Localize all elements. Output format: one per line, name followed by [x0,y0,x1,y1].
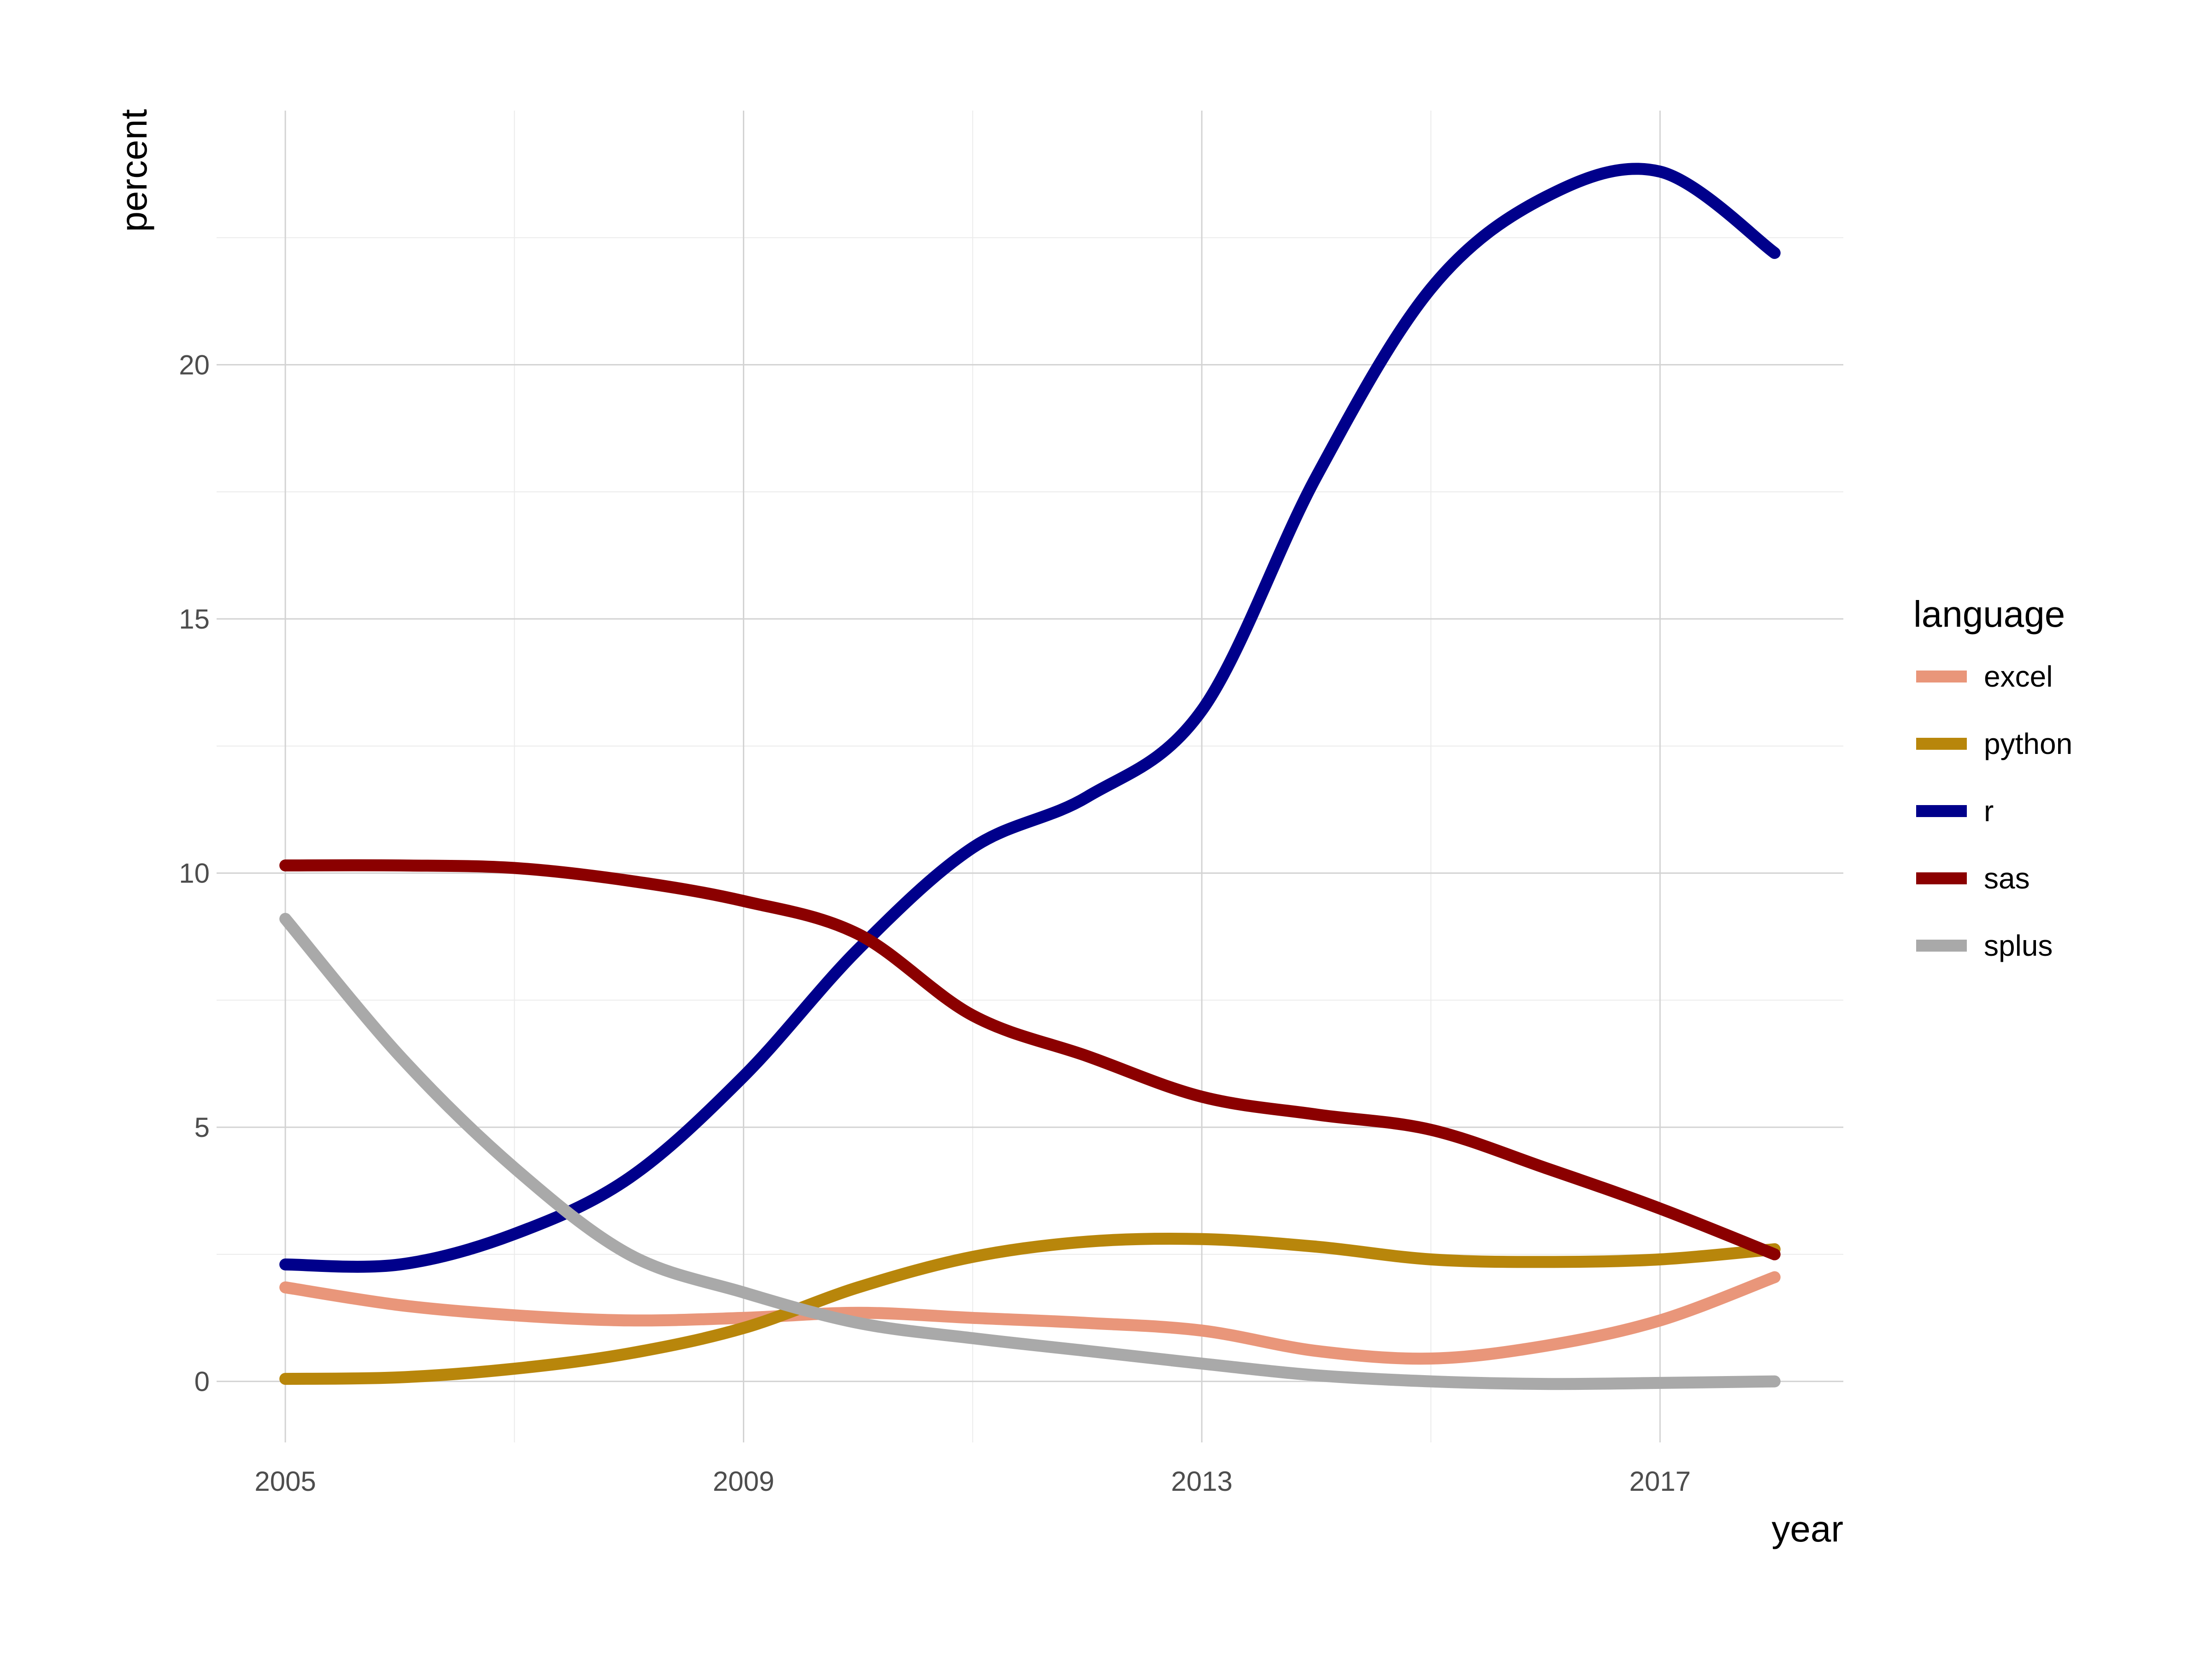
y-tick-label: 0 [194,1366,210,1397]
legend-label-excel: excel [1984,660,2053,693]
y-tick-label: 10 [179,858,210,889]
y-tick-label: 5 [194,1112,210,1143]
x-tick-label: 2005 [254,1466,316,1497]
legend-item-r: r [1916,794,1994,828]
x-tick-label: 2009 [713,1466,774,1497]
legend-title: language [1913,594,2065,635]
series-line-sas [279,859,1781,1260]
x-tick-label: 2013 [1171,1466,1232,1497]
legend-item-splus: splus [1916,929,2053,962]
y-axis-title: percent [113,109,154,232]
y-axis-ticks: 0 5 10 15 20 [179,350,210,1397]
series-lines [279,163,1781,1390]
legend-label-r: r [1984,794,1994,828]
legend-item-sas: sas [1916,862,2030,895]
legend-items: excel python r sas splus [1916,660,2072,962]
series-line-r [279,163,1781,1273]
series-line-splus [279,912,1781,1390]
x-axis-ticks: 2005 2009 2013 2017 [254,1466,1691,1497]
legend-label-splus: splus [1984,929,2053,962]
y-tick-label: 15 [179,604,210,635]
legend-label-python: python [1984,727,2072,760]
legend: language excel python r sas splus [1913,594,2072,962]
y-tick-label: 20 [179,350,210,381]
series-line-excel [279,1271,1781,1365]
series-line-python [279,1232,1781,1385]
x-tick-label: 2017 [1630,1466,1691,1497]
x-axis-title: year [1771,1508,1843,1549]
legend-item-python: python [1916,727,2072,760]
legend-item-excel: excel [1916,660,2053,693]
legend-label-sas: sas [1984,862,2030,895]
